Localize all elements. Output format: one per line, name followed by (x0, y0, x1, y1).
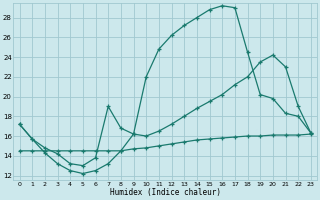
X-axis label: Humidex (Indice chaleur): Humidex (Indice chaleur) (110, 188, 221, 197)
